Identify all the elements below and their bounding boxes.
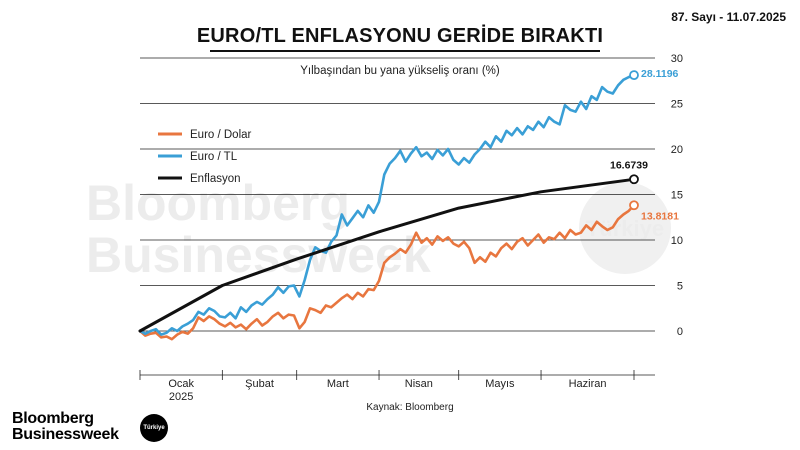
series-end-marker-1	[629, 70, 639, 81]
x-tick-label-3: Nisan	[405, 378, 433, 390]
series-lines: 13.8181 28.1196 16.6739	[138, 68, 679, 341]
x-tick-label-1: Şubat	[245, 378, 274, 390]
watermark-badge-text: Türkiye	[586, 216, 664, 241]
issue-date: 87. Sayı - 11.07.2025	[671, 10, 786, 24]
series-end-label-0: 13.8181	[641, 210, 679, 222]
legend: Euro / Dolar Euro / TL Enflasyon	[158, 129, 252, 185]
x-tick-label-2: Mart	[327, 378, 349, 390]
x-tick-label-4: Mayıs	[485, 378, 515, 390]
series-end-label-1: 28.1196	[641, 68, 679, 80]
watermark-line2: Businessweek	[86, 227, 431, 283]
series-line-2	[138, 177, 636, 333]
brand-logo: Bloomberg Businessweek	[12, 411, 119, 443]
chart-subtitle: Yılbaşından bu yana yükseliş oranı (%)	[300, 65, 500, 77]
watermark-line1: Bloomberg	[86, 175, 350, 231]
series-end-label-2: 16.6739	[610, 159, 648, 171]
brand-badge: Türkiye	[140, 414, 168, 442]
y-axis: 0 5 10 15 20 25 30	[671, 53, 683, 338]
y-tick-label-5: 5	[677, 281, 683, 293]
series-end-marker-2	[629, 174, 639, 185]
title-underline	[210, 50, 600, 52]
watermark-badge-circle	[579, 182, 671, 274]
legend-label-0: Euro / Dolar	[190, 129, 252, 141]
y-tick-label-15: 15	[671, 190, 683, 202]
x-tick-sublabel-0: 2025	[169, 391, 193, 403]
chart-title: EURO/TL ENFLASYONU GERİDE BIRAKTI	[196, 25, 604, 47]
y-tick-label-0: 0	[677, 326, 683, 338]
brand-logo-line2: Businessweek	[12, 426, 119, 443]
series-line-0	[138, 204, 636, 341]
series-line-1	[138, 73, 636, 336]
y-tick-label-10: 10	[671, 235, 683, 247]
y-tick-label-30: 30	[671, 53, 683, 65]
x-tick-label-0: Ocak	[168, 378, 194, 390]
brand-logo-line1: Bloomberg	[12, 410, 94, 427]
legend-label-2: Enflasyon	[190, 173, 241, 185]
source-note: Kaynak: Bloomberg	[366, 402, 454, 413]
y-tick-label-25: 25	[671, 99, 683, 111]
legend-label-1: Euro / TL	[190, 151, 238, 163]
gridlines	[140, 57, 655, 332]
series-end-marker-0	[629, 200, 639, 211]
brand-badge-text: Türkiye	[143, 425, 165, 431]
x-tick-label-5: Haziran	[569, 378, 607, 390]
y-tick-label-20: 20	[671, 144, 683, 156]
